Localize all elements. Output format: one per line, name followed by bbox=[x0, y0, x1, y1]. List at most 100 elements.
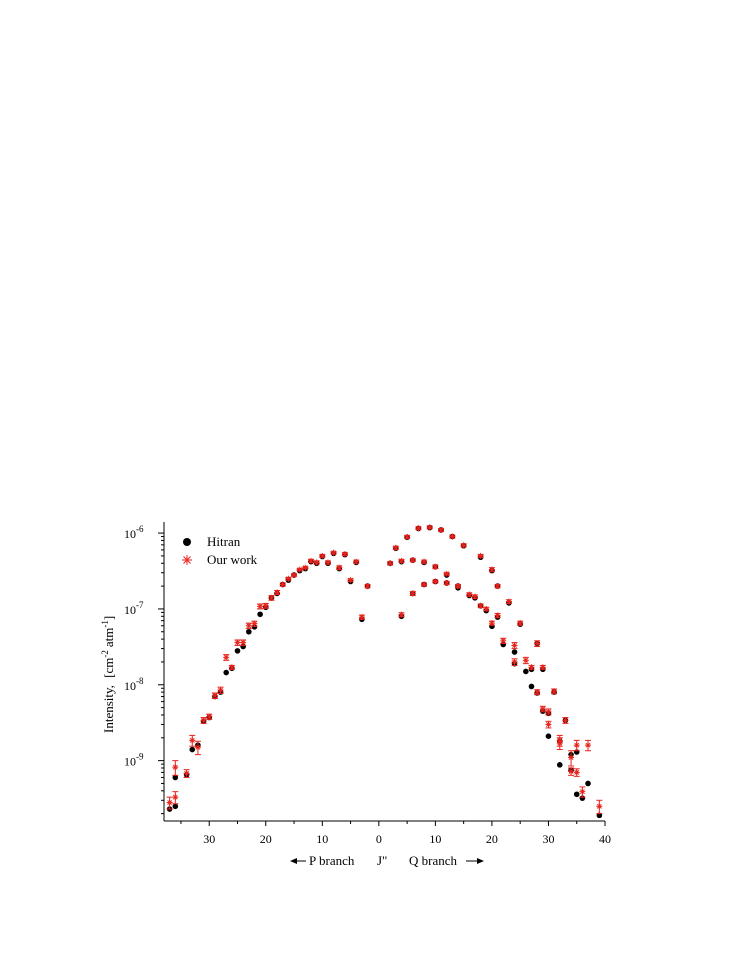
our-work-point bbox=[262, 602, 269, 609]
x-tick-label: 30 bbox=[542, 832, 554, 846]
our-work-point bbox=[494, 612, 501, 619]
our-work-point bbox=[432, 578, 439, 585]
our-work-point bbox=[585, 739, 592, 752]
our-work-point bbox=[534, 640, 541, 647]
hitran-point bbox=[573, 791, 580, 798]
our-work-point bbox=[353, 558, 360, 565]
x-tick-label: 20 bbox=[260, 832, 272, 846]
our-work-point bbox=[285, 575, 292, 582]
our-work-point bbox=[398, 557, 405, 564]
hitran-point bbox=[528, 683, 535, 690]
our-work-point bbox=[409, 557, 416, 564]
our-work-point bbox=[449, 533, 456, 540]
our-work-point bbox=[579, 786, 586, 798]
our-work-point bbox=[240, 639, 247, 646]
left-arrow-icon bbox=[290, 858, 306, 864]
our-work-point bbox=[528, 664, 535, 671]
our-work-point bbox=[166, 796, 173, 810]
x-tick-label: 0 bbox=[376, 832, 382, 846]
our-work-point bbox=[421, 581, 428, 588]
our-work-point bbox=[251, 620, 258, 627]
our-work-point bbox=[296, 566, 303, 573]
our-work-point bbox=[330, 549, 337, 556]
y-tick-label: 10-7 bbox=[124, 600, 144, 617]
hitran-point bbox=[523, 668, 529, 675]
legend-marker-hitran bbox=[183, 538, 191, 546]
x-tick-label: 20 bbox=[486, 832, 498, 846]
our-work-point bbox=[223, 654, 230, 661]
our-work-point bbox=[573, 768, 580, 777]
legend-label-our-work: Our work bbox=[207, 552, 258, 567]
our-work-point bbox=[556, 737, 563, 751]
x-tick-label: 10 bbox=[429, 832, 441, 846]
y-ticks: 10-9 10-8 10-7 10-6 bbox=[124, 524, 164, 815]
our-work-point bbox=[341, 550, 348, 557]
x-tick-label: 30 bbox=[203, 832, 215, 846]
our-work-point bbox=[477, 552, 484, 559]
hitran-point bbox=[585, 780, 591, 787]
our-work-point bbox=[438, 526, 445, 533]
our-work-point bbox=[488, 566, 495, 573]
our-work-point bbox=[494, 583, 501, 590]
our-work-point bbox=[279, 581, 286, 588]
our-work-point bbox=[545, 720, 552, 729]
legend-label-hitran: Hitran bbox=[207, 534, 241, 549]
our-work-point bbox=[319, 552, 326, 559]
our-work-point bbox=[545, 708, 552, 716]
our-work-point bbox=[364, 583, 371, 590]
hitran-point bbox=[172, 774, 179, 781]
our-work-point bbox=[460, 542, 467, 549]
our-work-point bbox=[500, 637, 507, 645]
our-work-point bbox=[511, 642, 518, 650]
our-work-point bbox=[443, 579, 450, 586]
our-work-point bbox=[358, 614, 365, 621]
our-work-point bbox=[211, 692, 218, 699]
our-work-point bbox=[336, 564, 343, 571]
our-work-point bbox=[539, 664, 546, 671]
y-tick-label: 10-8 bbox=[124, 676, 144, 693]
x-tick-label: 40 bbox=[599, 832, 611, 846]
our-work-point bbox=[483, 605, 490, 612]
hitran-point bbox=[257, 611, 263, 618]
our-work-series bbox=[166, 524, 603, 815]
our-work-point bbox=[194, 740, 201, 756]
our-work-point bbox=[268, 594, 275, 601]
our-work-point bbox=[228, 664, 235, 671]
our-work-point bbox=[387, 560, 394, 567]
our-work-point bbox=[206, 713, 213, 720]
our-work-point bbox=[522, 656, 529, 665]
our-work-point bbox=[392, 544, 399, 551]
hitran-point bbox=[246, 628, 252, 635]
y-axis-label: Intensity, [cm-2atm-1] bbox=[100, 616, 116, 733]
right-arrow-icon bbox=[466, 858, 484, 864]
our-work-point bbox=[302, 564, 309, 571]
our-work-point bbox=[347, 577, 354, 584]
our-work-point bbox=[189, 734, 196, 747]
our-work-point bbox=[245, 622, 252, 630]
our-work-point bbox=[415, 525, 422, 532]
our-work-point bbox=[573, 739, 580, 752]
our-work-point bbox=[324, 559, 331, 566]
y-tick-label: 10-9 bbox=[124, 752, 144, 769]
our-work-point bbox=[568, 767, 575, 776]
p-branch-label: P branch bbox=[309, 853, 355, 868]
our-work-point bbox=[477, 602, 484, 609]
hitran-point bbox=[189, 746, 196, 753]
j-label: J" bbox=[377, 853, 387, 868]
our-work-point bbox=[291, 572, 298, 579]
our-work-point bbox=[426, 524, 433, 531]
hitran-series bbox=[166, 524, 603, 819]
our-work-point bbox=[455, 583, 461, 590]
hitran-point bbox=[556, 762, 563, 768]
our-work-point bbox=[596, 799, 603, 815]
legend-marker-our-work bbox=[182, 555, 192, 565]
our-work-point bbox=[172, 760, 179, 776]
our-work-point bbox=[488, 620, 495, 627]
our-work-point bbox=[409, 590, 416, 597]
plot-area: 30 20 10 0 10 20 30 40 10-9 10-8 10-7 10-6 bbox=[124, 522, 611, 846]
our-work-point bbox=[471, 593, 478, 600]
our-work-point bbox=[517, 620, 524, 627]
hitran-point bbox=[172, 803, 179, 810]
y-tick-label: 10-6 bbox=[124, 524, 144, 541]
our-work-point bbox=[511, 658, 518, 666]
